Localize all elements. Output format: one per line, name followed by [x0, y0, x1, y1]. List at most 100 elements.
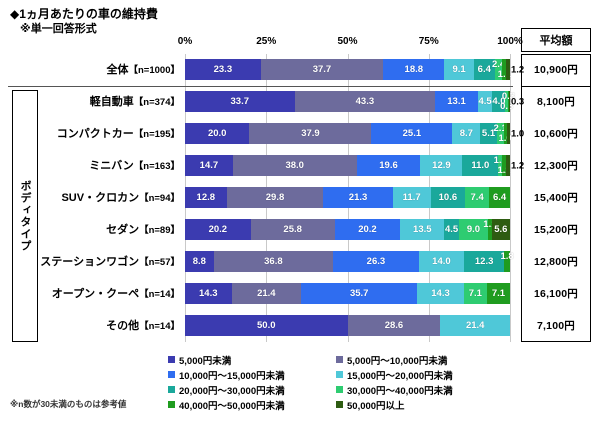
bar-segment: 7.1 — [486, 283, 510, 304]
row-label: セダン【n=89】 — [106, 224, 180, 236]
row-label: ミニバン【n=163】 — [89, 160, 180, 172]
bar-segment: 1.0 — [499, 123, 512, 144]
bar-segment-value: 26.3 — [366, 255, 386, 267]
legend-label: 20,000円～30,000円未満 — [179, 385, 285, 397]
row-label: オープン・クーペ【n=14】 — [51, 288, 180, 300]
x-axis-tick: 75% — [418, 36, 439, 47]
average-value-cell: 10,900円 — [533, 63, 578, 76]
stacked-bar-row: 14.3 21.4 35.7 14.3 7.1 7.1 — [185, 283, 510, 304]
bar-segment: 1.2 — [497, 155, 511, 176]
title-block: ◆1ヵ月あたりの車の維持費 ※単一回答形式 — [10, 6, 158, 37]
bar-segment-value: 37.9 — [301, 127, 320, 139]
bar-segment: 36.8 — [213, 251, 334, 272]
bar-segment: 35.7 — [301, 283, 418, 304]
bar-segment: 20.2 — [185, 219, 251, 240]
page-subtitle: ※単一回答形式 — [20, 23, 97, 36]
average-value-cell: 12,300円 — [533, 159, 578, 172]
bar-segment: 37.7 — [260, 59, 384, 80]
bar-segment: 6.4 — [473, 59, 495, 80]
bar-segment-value: 1.2 — [510, 159, 525, 171]
legend-label: 5,000円～10,000円未満 — [347, 355, 448, 367]
bar-segment-value: 21.4 — [257, 287, 276, 299]
bar-segment-value: 8.7 — [459, 127, 473, 139]
bar-segment-value: 20.2 — [208, 223, 228, 235]
gridline — [510, 54, 511, 342]
bar-segment-value: 1.1 — [483, 219, 497, 230]
bar-segment: 1.2 — [506, 59, 524, 80]
bar-segment-value: 0.3 — [502, 92, 515, 102]
stacked-bar-row: 12.8 29.8 21.3 11.7 10.6 7.4 6.4 — [185, 187, 510, 208]
bar-segment-value: 11.7 — [402, 191, 421, 203]
bar-segment-value: 23.3 — [213, 63, 233, 75]
bar-segment: 6.4 — [489, 187, 510, 208]
legend-item: 30,000円～40,000円未満 — [336, 383, 518, 397]
bar-segment: 1.1 — [483, 219, 497, 240]
legend-swatch — [336, 386, 343, 393]
bar-segment: 33.7 — [185, 91, 295, 112]
bar-segment-value: 37.7 — [312, 63, 332, 75]
legend-item: 15,000円～20,000円未満 — [336, 368, 518, 382]
legend-label: 30,000円～40,000円未満 — [347, 385, 453, 397]
bar-segment: 14.7 — [185, 155, 233, 176]
bar-segment-value: 0.8 — [500, 100, 514, 112]
row-label-holder: SUV・クロカン【n=94】 — [40, 182, 180, 212]
bar-segment-value: 1.0 — [498, 132, 512, 144]
bar-segment-value: 36.8 — [264, 255, 283, 267]
bar-segment-value: 20.0 — [207, 127, 227, 139]
bar-segment: 1.8 — [500, 251, 514, 272]
bar-segment: 5.6 — [491, 219, 510, 240]
bar-segment: 23.3 — [185, 59, 261, 80]
bar-segment-value: 1.2 — [510, 63, 525, 75]
legend-item: 40,000円～50,000円未満 — [168, 398, 336, 412]
bar-segment: 29.8 — [226, 187, 324, 208]
bar-segment: 13.1 — [435, 91, 478, 112]
legend-item: 5,000円～10,000円未満 — [336, 353, 518, 367]
chart-legend: 5,000円未満 5,000円～10,000円未満 10,000円～15,000円未… — [168, 352, 518, 412]
bar-segment-value: 1.2 — [493, 155, 507, 166]
bar-segment-value: 12.9 — [432, 159, 451, 171]
row-label-holder: 全体【n=1000】 — [40, 54, 181, 84]
row-label-holder: その他【n=14】 — [40, 310, 180, 340]
legend-label: 10,000円～15,000円未満 — [179, 370, 285, 382]
bar-segment-value: 21.4 — [465, 319, 485, 331]
bar-segment-value: 20.2 — [358, 223, 377, 235]
row-label: 軽自動車【n=374】 — [89, 96, 180, 108]
legend-label: 40,000円～50,000円未満 — [179, 400, 285, 412]
legend-swatch — [168, 401, 175, 408]
footnote: ※n数が30未満のものは参考値 — [10, 399, 127, 409]
stacked-bar-row: 33.7 43.3 13.1 4.54.00.80.30.3 — [185, 91, 524, 112]
bar-segment-value: 2.1 — [493, 123, 507, 134]
stacked-bar-row: 20.0 37.9 25.1 8.7 5.1 2.1 1.0 1.0 — [185, 123, 524, 144]
bar-segment-value: 11.0 — [471, 159, 490, 171]
stacked-bar-plot: 23.3 37.7 18.8 9.1 6.4 2.4 1.1 1.2 33.7 43.3 13.1 4… — [185, 54, 524, 342]
x-axis-tick: 100% — [497, 36, 523, 47]
bar-segment: 4.5 — [444, 219, 459, 240]
bar-segment: 37.9 — [249, 123, 372, 144]
bar-segment: 10.6 — [430, 187, 466, 208]
bar-segment: 1.2 — [506, 155, 524, 176]
bar-segment: 2.4 — [491, 59, 506, 80]
bar-segment: 8.8 — [185, 251, 214, 272]
bar-segment: 21.4 — [440, 315, 510, 336]
bar-segment-value: 6.4 — [477, 63, 491, 75]
bar-segment: 9.1 — [444, 59, 474, 80]
overall-row-separator — [8, 86, 513, 87]
bar-segment: 0.3 — [502, 91, 515, 112]
bar-segment: 43.3 — [294, 91, 436, 112]
bar-segment-value: 10.6 — [438, 191, 458, 203]
stacked-bar-row: 23.3 37.7 18.8 9.1 6.4 2.4 1.1 1.2 — [185, 59, 524, 80]
bar-segment-value: 14.7 — [199, 159, 219, 171]
bar-segment-value: 2.4 — [491, 59, 506, 70]
bar-segment-value: 7.1 — [491, 287, 506, 299]
x-axis-tick: 25% — [256, 36, 277, 47]
bar-segment-value: 14.0 — [432, 255, 451, 267]
average-value-cell: 15,400円 — [533, 191, 578, 204]
row-label-holder: ミニバン【n=163】 — [40, 150, 180, 180]
bar-segment-value: 9.0 — [466, 223, 481, 235]
bar-segment-value: 14.3 — [199, 287, 218, 299]
bar-segment: 13.5 — [400, 219, 445, 240]
bar-segment-value: 4.5 — [444, 223, 459, 235]
row-labels-column: 全体【n=1000】 軽自動車【n=374】 コンパクトカー【n=195】 ミニバン【… — [40, 54, 180, 342]
bar-segment-value: 1.8 — [500, 251, 514, 262]
legend-swatch — [168, 386, 175, 393]
